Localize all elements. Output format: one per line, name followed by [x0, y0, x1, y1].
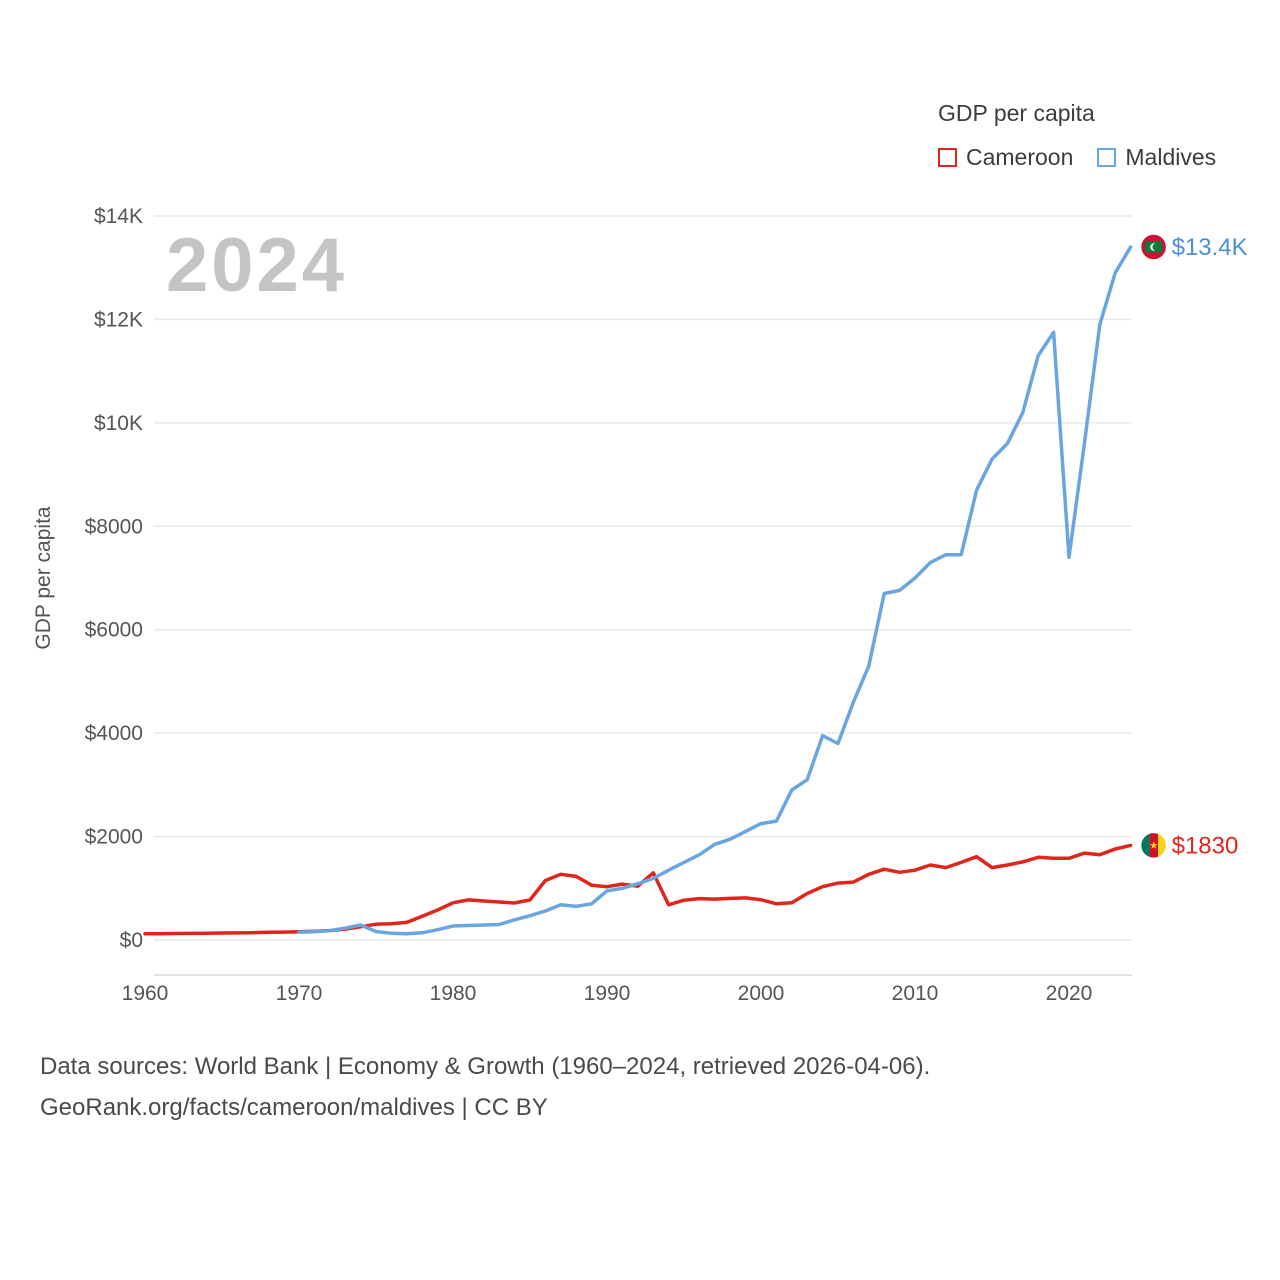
y-axis-tick-label: $10K [94, 412, 143, 435]
year-watermark: 2024 [166, 223, 348, 308]
y-axis-tick-label: $0 [120, 929, 143, 952]
x-axis-tick-label: 2010 [892, 982, 939, 1005]
x-axis-tick-label: 1970 [276, 982, 323, 1005]
legend: GDP per capita Cameroon Maldives [938, 100, 1216, 171]
chart-title: GDP per capita [938, 100, 1095, 126]
legend-item-maldives[interactable]: Maldives [1097, 144, 1216, 171]
y-axis-tick-label: $6000 [85, 619, 143, 642]
footer-attribution[interactable]: GeoRank.org/facts/cameroon/maldives | CC… [40, 1094, 548, 1121]
legend-label-cameroon: Cameroon [966, 144, 1074, 170]
cameroon-flag-icon [1139, 831, 1168, 860]
legend-items: Cameroon Maldives [938, 144, 1216, 171]
cameroon-end-label: $1830 [1172, 832, 1239, 859]
legend-label-maldives: Maldives [1125, 144, 1217, 170]
x-axis-tick-label: 1960 [122, 982, 169, 1005]
maldives-line[interactable] [297, 245, 1133, 936]
y-axis-tick-label: $2000 [85, 826, 143, 849]
maldives-swatch-icon [1097, 148, 1117, 167]
footer-data-sources: Data sources: World Bank | Economy & Gro… [40, 1053, 931, 1080]
y-axis-tick-label: $12K [94, 308, 143, 331]
cameroon-line[interactable] [143, 843, 1133, 936]
footer: Data sources: World Bank | Economy & Gro… [40, 1046, 930, 1128]
x-axis-tick-label: 1980 [430, 982, 477, 1005]
maldives-end-label: $13.4K [1172, 234, 1248, 261]
y-axis-tick-label: $14K [94, 205, 143, 228]
cameroon-swatch-icon [938, 148, 957, 167]
legend-item-cameroon[interactable]: Cameroon [938, 144, 1073, 171]
x-axis-tick-label: 2020 [1046, 982, 1093, 1005]
x-axis-tick-label: 2000 [738, 982, 785, 1005]
y-axis-tick-label: $8000 [85, 515, 143, 538]
y-axis-tick-label: $4000 [85, 722, 143, 745]
maldives-flag-icon [1139, 233, 1168, 261]
x-axis-tick-label: 1990 [584, 982, 631, 1005]
